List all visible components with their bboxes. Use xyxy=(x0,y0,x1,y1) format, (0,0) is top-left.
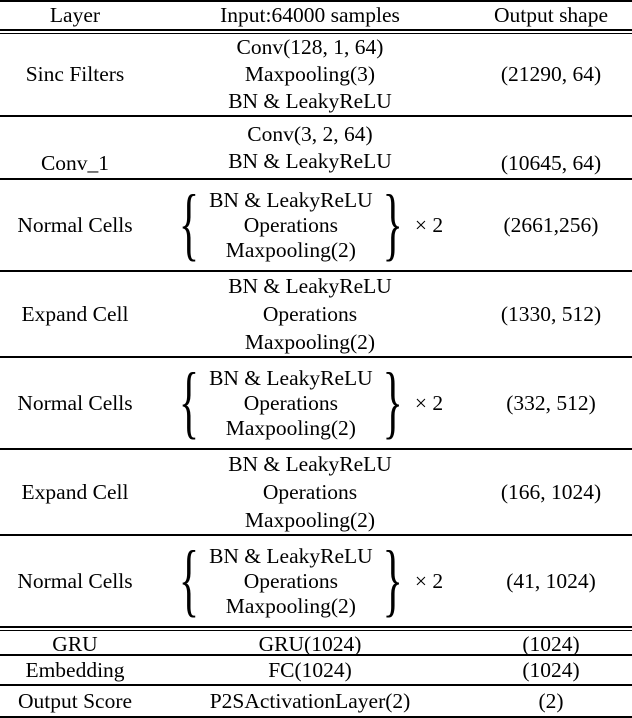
header-rule-gap xyxy=(0,31,632,33)
operation-line: BN & LeakyReLU xyxy=(228,452,392,476)
operation-line: Maxpooling(2) xyxy=(225,237,356,262)
layer-label: Expand Cell xyxy=(21,301,129,326)
header-rule-thick xyxy=(0,29,632,31)
header-rule-thin xyxy=(0,33,632,34)
section-rule-thick xyxy=(0,626,632,628)
table-row: Sinc Filters Conv(128, 1, 64) Maxpooling… xyxy=(0,34,632,115)
output-shape: (41, 1024) xyxy=(506,568,596,593)
row-rule xyxy=(0,356,632,358)
operation-line: FC(1024) xyxy=(268,657,352,682)
operation-line: BN & LeakyReLU xyxy=(228,89,392,113)
operation-line: BN & LeakyReLU xyxy=(209,187,373,212)
header-output: Output shape xyxy=(493,3,609,27)
table-row: GRU GRU(1024) (1024) xyxy=(0,631,632,656)
operation-line: Maxpooling(2) xyxy=(244,508,376,532)
operation-line: Maxpooling(2) xyxy=(225,415,356,440)
input-cell: FC(1024) xyxy=(150,656,470,684)
left-brace: { xyxy=(178,536,200,626)
output-shape: (21290, 64) xyxy=(500,62,602,86)
layer-label: Normal Cells xyxy=(17,390,133,415)
table-row: Normal Cells { BN & LeakyReLU Operations… xyxy=(0,536,632,626)
right-brace: } xyxy=(382,536,403,626)
section-rule-thin xyxy=(0,630,632,631)
layer-label: Expand Cell xyxy=(21,479,129,504)
operation-line: GRU(1024) xyxy=(258,632,362,656)
layer-label: Output Score xyxy=(17,688,133,713)
operation-line: BN & LeakyReLU xyxy=(228,148,392,173)
row-rule xyxy=(0,534,632,536)
table-row: Expand Cell BN & LeakyReLU Operations Ma… xyxy=(0,272,632,356)
bottom-rule xyxy=(0,716,632,718)
input-cell: GRU(1024) xyxy=(150,631,470,658)
right-brace: } xyxy=(382,180,403,270)
input-cell: { BN & LeakyReLU Operations Maxpooling(2… xyxy=(150,358,470,448)
top-rule xyxy=(0,0,632,2)
table-header-row: Layer Input:64000 samples Output shape xyxy=(0,2,632,29)
layer-label: Embedding xyxy=(25,657,125,682)
right-brace: } xyxy=(382,358,403,448)
input-cell: P2SActivationLayer(2) xyxy=(150,686,470,716)
operation-line: Conv(128, 1, 64) xyxy=(236,35,384,59)
left-brace: { xyxy=(178,358,200,448)
repeat-multiplier: × 2 xyxy=(414,390,444,415)
table-row: Conv_1 Conv(3, 2, 64) BN & LeakyReLU (10… xyxy=(0,117,632,178)
section-rule-gap xyxy=(0,628,632,630)
output-shape: (2661,256) xyxy=(503,212,599,237)
layer-label: Sinc Filters xyxy=(25,62,125,86)
row-rule xyxy=(0,178,632,180)
table-row: Normal Cells { BN & LeakyReLU Operations… xyxy=(0,180,632,270)
operation-line: Maxpooling(2) xyxy=(225,593,356,618)
input-cell: BN & LeakyReLU Operations Maxpooling(2) xyxy=(150,272,470,356)
header-input: Input:64000 samples xyxy=(220,3,400,27)
layer-label: Normal Cells xyxy=(17,212,133,237)
row-rule xyxy=(0,115,632,117)
repeat-multiplier: × 2 xyxy=(414,568,444,593)
table-row: Output Score P2SActivationLayer(2) (2) xyxy=(0,686,632,716)
operation-line: Conv(3, 2, 64) xyxy=(247,121,373,146)
operation-line: Operations xyxy=(262,480,358,504)
input-cell: { BN & LeakyReLU Operations Maxpooling(2… xyxy=(150,536,470,626)
repeat-multiplier: × 2 xyxy=(414,212,444,237)
output-shape: (10645, 64) xyxy=(500,151,602,175)
table-row: Expand Cell BN & LeakyReLU Operations Ma… xyxy=(0,450,632,534)
input-cell: BN & LeakyReLU Operations Maxpooling(2) xyxy=(150,450,470,534)
layer-label: Normal Cells xyxy=(17,568,133,593)
operation-line: BN & LeakyReLU xyxy=(209,365,373,390)
output-shape: (1024) xyxy=(522,632,580,656)
operation-line: Maxpooling(3) xyxy=(244,62,376,86)
input-cell: Conv(3, 2, 64) BN & LeakyReLU xyxy=(150,117,470,178)
output-shape: (166, 1024) xyxy=(500,479,602,504)
operation-line: P2SActivationLayer(2) xyxy=(209,688,411,713)
left-brace: { xyxy=(178,180,200,270)
operation-line: BN & LeakyReLU xyxy=(209,543,373,568)
table-row: Normal Cells { BN & LeakyReLU Operations… xyxy=(0,358,632,448)
layer-label: GRU xyxy=(52,632,98,656)
output-shape: (1024) xyxy=(522,657,580,682)
output-shape: (2) xyxy=(538,688,564,713)
layer-label: Conv_1 xyxy=(40,151,110,175)
row-rule xyxy=(0,684,632,686)
output-shape: (1330, 512) xyxy=(500,301,602,326)
row-rule xyxy=(0,448,632,450)
operation-line: Operations xyxy=(243,568,339,593)
row-rule xyxy=(0,654,632,656)
operation-line: Operations xyxy=(243,390,339,415)
operation-line: BN & LeakyReLU xyxy=(228,274,392,298)
table-row: Embedding FC(1024) (1024) xyxy=(0,656,632,684)
input-cell: { BN & LeakyReLU Operations Maxpooling(2… xyxy=(150,180,470,270)
operation-line: Operations xyxy=(262,302,358,326)
header-layer: Layer xyxy=(49,3,101,27)
row-rule xyxy=(0,270,632,272)
operation-line: Maxpooling(2) xyxy=(244,330,376,354)
input-cell: Conv(128, 1, 64) Maxpooling(3) BN & Leak… xyxy=(150,34,470,115)
operation-line: Operations xyxy=(243,212,339,237)
output-shape: (332, 512) xyxy=(506,390,596,415)
